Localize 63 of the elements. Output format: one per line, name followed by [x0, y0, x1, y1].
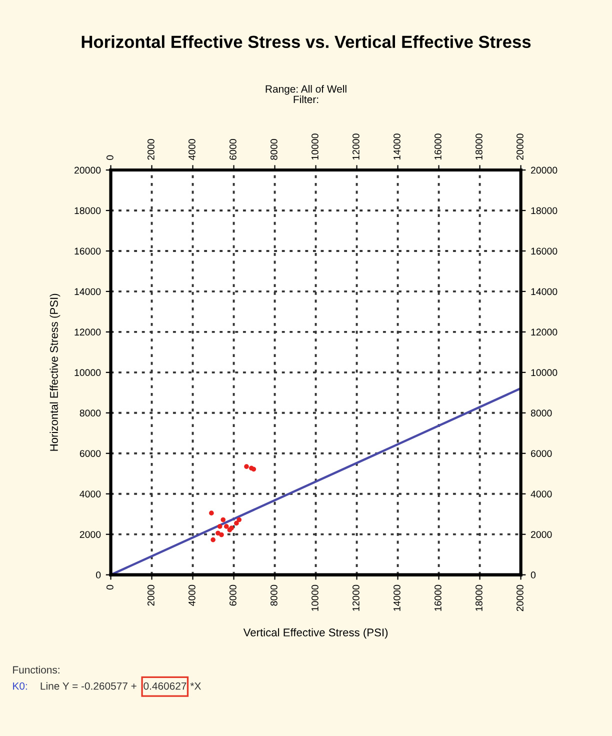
- x-tick-label: 20000: [516, 134, 524, 160]
- y-tick-label: 14000: [74, 288, 101, 296]
- point: [210, 537, 216, 542]
- chart-subtitle: Range: All of Well Filter:: [266, 85, 346, 104]
- x-tick-label: 12000: [352, 134, 360, 160]
- y-tick-label: 12000: [74, 328, 101, 336]
- y-tick-label: 10000: [74, 369, 101, 376]
- x-tick-label: 4000: [188, 139, 196, 160]
- y2-tick-label: 10000: [531, 369, 558, 376]
- y-tick-label: 6000: [80, 450, 101, 457]
- point: [209, 510, 214, 516]
- y2-tick-label: 8000: [530, 410, 552, 417]
- y-tick-label: 20000: [74, 166, 101, 174]
- x2-tick-label: 0: [106, 584, 114, 590]
- text: Line Y = -0.260577 +: [40, 682, 136, 690]
- point: [234, 520, 239, 526]
- y-axis-title: Horizontal Effective Stress (PSI): [50, 294, 60, 451]
- point: [220, 517, 226, 522]
- x2-tick-label: 2000: [148, 584, 154, 606]
- point: [251, 466, 256, 472]
- y2-tick-label: 14000: [531, 288, 558, 296]
- y-tick-label: 16000: [74, 248, 101, 255]
- text: *X: [190, 682, 201, 690]
- point: [219, 532, 224, 538]
- point: [217, 524, 222, 529]
- x2-tick-label: 20000: [516, 584, 524, 612]
- y2-tick-label: 6000: [531, 450, 552, 457]
- x2-tick-label: 6000: [230, 584, 236, 606]
- point: [224, 524, 229, 529]
- y2-tick-label: 2000: [531, 531, 552, 538]
- x2-tick-label: 10000: [312, 584, 318, 611]
- y-tick-label: 4000: [80, 490, 101, 498]
- x2-tick-label: 4000: [188, 584, 196, 606]
- x-tick-label: 8000: [270, 139, 278, 160]
- x2-tick-label: 16000: [434, 584, 442, 611]
- x2-tick-label: 14000: [394, 584, 400, 611]
- y-tick-label: 2000: [80, 531, 101, 538]
- x2-tick-label: 8000: [270, 584, 278, 606]
- y2-tick-label: 4000: [530, 490, 552, 498]
- x-tick-label: 0: [106, 155, 114, 160]
- point: [244, 464, 249, 469]
- x-tick-label: 6000: [230, 139, 236, 160]
- y-tick-label: 0: [96, 572, 101, 578]
- x2-tick-label: 12000: [352, 584, 360, 611]
- y2-tick-label: 20000: [531, 166, 558, 174]
- x2-tick-label: 18000: [476, 584, 482, 611]
- x-tick-label: 18000: [476, 134, 482, 160]
- x-axis-title: Vertical Effective Stress (PSI): [243, 628, 388, 639]
- y-tick-label: 8000: [80, 410, 101, 417]
- y2-tick-label: 16000: [531, 248, 558, 255]
- y2-tick-label: 12000: [531, 328, 558, 336]
- x-tick-label: 16000: [434, 134, 442, 160]
- y2-tick-label: 0: [530, 572, 536, 578]
- chart-title: Horizontal Effective Stress vs. Vertical Effective Stress: [82, 35, 531, 48]
- text: K0:: [13, 682, 27, 690]
- point: [236, 517, 242, 522]
- text: Functions:: [13, 666, 60, 674]
- text: 0.460627: [144, 682, 186, 690]
- y-tick-label: 18000: [74, 207, 101, 214]
- x-tick-label: 14000: [394, 134, 400, 160]
- x-tick-label: 2000: [148, 139, 154, 160]
- y2-tick-label: 18000: [531, 207, 558, 214]
- x-tick-label: 10000: [312, 134, 318, 160]
